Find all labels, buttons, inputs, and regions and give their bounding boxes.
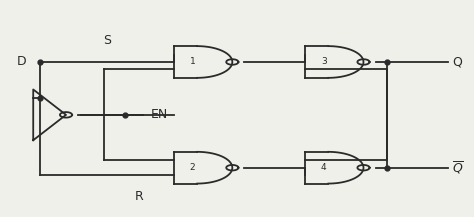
Text: $\overline{Q}$: $\overline{Q}$ bbox=[453, 159, 465, 176]
Text: D: D bbox=[17, 56, 26, 69]
Text: 4: 4 bbox=[321, 163, 327, 172]
Text: R: R bbox=[134, 190, 143, 203]
Text: 3: 3 bbox=[321, 58, 327, 66]
Text: 2: 2 bbox=[190, 163, 195, 172]
Text: S: S bbox=[103, 34, 111, 47]
Text: Q: Q bbox=[453, 56, 462, 69]
Text: 1: 1 bbox=[190, 58, 195, 66]
Text: EN: EN bbox=[150, 108, 168, 121]
